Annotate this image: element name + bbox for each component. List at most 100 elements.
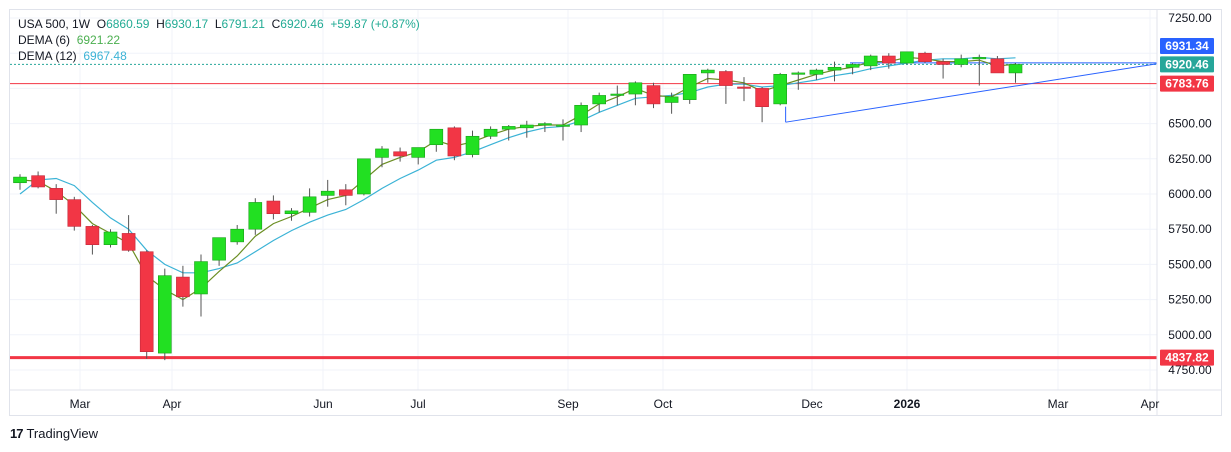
candle-body	[791, 72, 806, 75]
candle-body	[918, 52, 932, 62]
candle-body	[954, 58, 969, 65]
price-tag-support-mid: 6783.76	[1165, 77, 1209, 91]
legend-dema6-row: DEMA (6) 6921.22	[18, 33, 121, 47]
candle-body	[67, 199, 82, 227]
price-tag-resistance-top-bg	[1160, 37, 1214, 54]
y-tick-label: 5000.00	[1168, 328, 1212, 342]
candle-body	[881, 55, 896, 64]
price-tags: 4837.82 6783.76 6920.46 6931.34	[1160, 37, 1214, 366]
candle-body	[900, 51, 914, 64]
candle-body	[176, 276, 190, 298]
candle-body	[447, 127, 462, 157]
candle-body	[556, 124, 570, 127]
legend-dema6-value: 6921.22	[76, 33, 121, 47]
price-tag-support-mid-bg	[1160, 75, 1214, 92]
candle-body	[31, 175, 45, 188]
price-tag-support-low-bg	[1160, 349, 1214, 366]
y-tick-label: 4750.00	[1168, 363, 1212, 377]
legend: USA 500, 1W O6860.59 H6930.17 L6791.21 C…	[18, 16, 420, 64]
candle-body	[266, 200, 281, 215]
candle-body	[1008, 64, 1023, 74]
dema-lines	[19, 56, 1016, 301]
rising-trend-line	[785, 63, 1158, 123]
candle-body	[429, 128, 444, 146]
y-tick-label: 5750.00	[1168, 222, 1212, 236]
candle-body	[990, 58, 1005, 74]
x-tick-label: Mar	[70, 397, 91, 411]
candle-body	[755, 88, 769, 108]
candle-body	[49, 188, 64, 200]
legend-close: 6920.46	[280, 17, 324, 31]
candle-body	[972, 57, 987, 60]
legend-dema12-row: DEMA (12) 6967.48	[18, 49, 127, 63]
candle-body	[682, 74, 697, 100]
price-tag-support-low: 4837.82	[1165, 351, 1209, 365]
y-tick-label: 6000.00	[1168, 187, 1212, 201]
candle-body	[284, 210, 299, 215]
candle-body	[574, 104, 588, 126]
price-tag-current-bg	[1160, 56, 1214, 73]
candle-body	[501, 126, 516, 130]
candle-body	[248, 202, 263, 230]
candle-body	[519, 124, 534, 129]
candle-body	[538, 123, 552, 126]
candle-body	[737, 86, 751, 89]
candle-body	[465, 135, 480, 155]
candle-body	[628, 82, 643, 95]
candle-body	[212, 237, 226, 261]
trend-lines	[785, 63, 1158, 123]
candle-body	[827, 66, 842, 71]
candles	[13, 51, 1023, 361]
x-tick-label: Oct	[654, 397, 673, 411]
y-tick-label: 6500.00	[1168, 117, 1212, 131]
candle-body	[302, 196, 317, 213]
x-tick-label: Dec	[801, 397, 822, 411]
legend-interval: 1W	[72, 17, 91, 31]
x-tick-label: 2026	[894, 397, 921, 411]
x-tick-label: Apr	[1141, 397, 1160, 411]
legend-low: 6791.21	[221, 17, 265, 31]
legend-ohlc-row: USA 500, 1W O6860.59 H6930.17 L6791.21 C…	[18, 17, 420, 31]
candle-body	[411, 147, 426, 158]
legend-high: 6930.17	[164, 17, 209, 31]
candle-body	[393, 151, 407, 157]
y-tick-label: 5250.00	[1168, 293, 1212, 307]
legend-symbol: USA 500	[18, 17, 66, 31]
candle-body	[773, 74, 788, 105]
candle-body	[483, 128, 498, 137]
price-axis: 7250.00 6500.00 6250.00 6000.00 5750.00 5500.…	[1156, 10, 1212, 415]
y-tick-label: 5500.00	[1168, 257, 1212, 271]
candle-body	[357, 158, 371, 195]
candle-body	[664, 96, 679, 103]
candle-body	[592, 95, 607, 105]
x-tick-label: Jun	[313, 397, 332, 411]
brand-name: TradingView	[26, 426, 99, 441]
grid	[10, 10, 1157, 390]
candle-body	[85, 226, 100, 245]
candle-body	[863, 55, 878, 67]
x-tick-label: Mar	[1048, 397, 1069, 411]
candle-body	[13, 176, 27, 184]
y-tick-label: 7250.00	[1168, 11, 1212, 25]
candle-body	[194, 261, 208, 295]
candle-body	[320, 190, 335, 196]
candle-body	[103, 231, 118, 245]
tradingview-logo-icon: 17	[10, 426, 24, 441]
candle-body	[719, 71, 733, 86]
legend-change: +59.87 (+0.87%)	[330, 17, 420, 31]
x-tick-label: Jul	[410, 397, 425, 411]
candle-body	[121, 233, 136, 251]
candle-body	[338, 189, 353, 196]
candle-body	[646, 85, 661, 105]
candle-body	[375, 148, 389, 158]
dema12-line	[19, 56, 1016, 274]
chart-frame	[9, 9, 1222, 416]
dema6-line	[19, 56, 1016, 301]
legend-dema12-value: 6967.48	[83, 49, 127, 63]
price-tag-resistance-top: 6931.34	[1165, 39, 1209, 53]
price-tag-current: 6920.46	[1165, 57, 1209, 71]
x-tick-label: Apr	[163, 397, 182, 411]
footer[interactable]: 17 TradingView	[10, 426, 98, 441]
candle-body	[936, 61, 950, 65]
